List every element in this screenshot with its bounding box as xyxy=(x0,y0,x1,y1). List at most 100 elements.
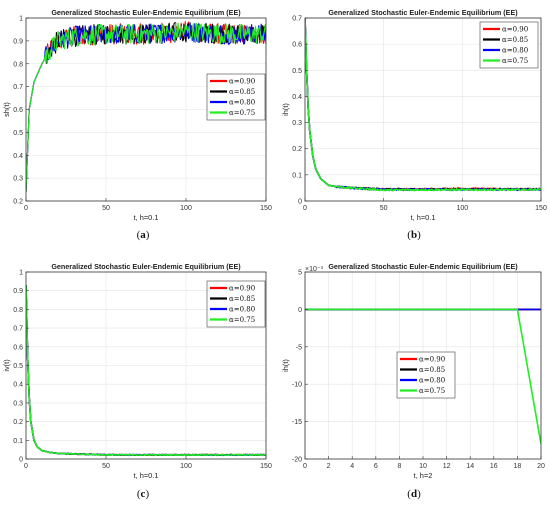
legend-label: α=0.90 xyxy=(229,78,255,86)
panel-caption: (c) xyxy=(137,488,150,500)
x-tick-label: 0 xyxy=(303,463,307,470)
y-tick-label: 0.8 xyxy=(13,61,23,68)
legend-label: α=0.75 xyxy=(419,387,445,395)
y-tick-label: 0.6 xyxy=(13,107,23,114)
y-tick-label: 1 xyxy=(19,270,23,277)
y-tick-label: 0.7 xyxy=(292,16,302,23)
chart-title: Generalized Stochastic Euler-Endemic Equ… xyxy=(51,262,241,271)
y-tick-label: 0.3 xyxy=(13,176,23,183)
y-tick-label: 0.4 xyxy=(13,153,23,160)
y-tick-label: 0.2 xyxy=(13,199,23,206)
y-tick-label: 0.4 xyxy=(13,382,23,389)
x-tick-label: 100 xyxy=(180,463,192,470)
y-scale-label: ×10⁻³ xyxy=(305,266,324,273)
y-tick-label: -20 xyxy=(292,457,302,464)
y-tick-label: 0.3 xyxy=(292,120,302,127)
x-tick-label: 100 xyxy=(180,205,192,212)
y-tick-label: -10 xyxy=(292,382,302,389)
x-axis-label: t, h=0.1 xyxy=(411,213,436,222)
x-tick-label: 150 xyxy=(260,205,272,212)
series-line-3 xyxy=(305,18,541,192)
x-tick-label: 50 xyxy=(380,205,388,212)
x-tick-label: 150 xyxy=(260,463,272,470)
y-tick-label: 0.8 xyxy=(13,307,23,314)
y-tick-label: 5 xyxy=(298,270,302,277)
legend-label: α=0.75 xyxy=(502,57,528,65)
y-tick-label: 0.6 xyxy=(292,42,302,49)
legend-label: α=0.90 xyxy=(229,285,255,293)
chart-panel-d: 0 2 4 6 8 10 12 14 16 18 20 -20 -15 -10 -5 0 5 Generalize… xyxy=(281,262,545,500)
y-tick-label: 0.7 xyxy=(13,84,23,91)
legend: α=0.90 α=0.85 α=0.80 α=0.75 xyxy=(396,351,456,399)
series-group xyxy=(305,18,541,192)
series-group xyxy=(26,21,266,192)
y-tick-label: 0.9 xyxy=(13,288,23,295)
series-line-3 xyxy=(26,22,266,192)
y-tick-label: 0.3 xyxy=(13,400,23,407)
x-tick-label: 14 xyxy=(466,463,474,470)
y-tick-label: 0 xyxy=(298,307,302,314)
y-tick-label: 0 xyxy=(19,457,23,464)
legend-label: α=0.80 xyxy=(229,306,255,314)
x-tick-label: 8 xyxy=(397,463,401,470)
legend: α=0.90 α=0.85 α=0.80 α=0.75 xyxy=(479,21,539,69)
y-tick-label: -15 xyxy=(292,419,302,426)
axes-frame xyxy=(304,17,542,202)
x-tick-label: 50 xyxy=(102,205,110,212)
panel-caption: (a) xyxy=(137,229,150,241)
y-tick-label: 0 xyxy=(298,199,302,206)
chart-panel-a: 0 50 100 150 0.2 0.3 0.4 0.5 0.6 0.7 0.8 0.9 1 Genera… xyxy=(2,8,272,241)
series-line-3 xyxy=(305,308,541,445)
legend-label: α=0.80 xyxy=(229,99,255,107)
x-tick-label: 50 xyxy=(102,463,110,470)
x-tick-label: 4 xyxy=(350,463,354,470)
legend-label: α=0.85 xyxy=(229,295,255,303)
y-axis-label: ih(t) xyxy=(281,359,290,372)
legend-label: α=0.85 xyxy=(419,366,445,374)
legend: α=0.90 α=0.85 α=0.80 α=0.75 xyxy=(206,280,266,328)
legend-label: α=0.90 xyxy=(502,26,528,34)
x-tick-label: 0 xyxy=(303,205,307,212)
legend-label: α=0.75 xyxy=(229,109,255,117)
y-tick-label: 0.5 xyxy=(13,363,23,370)
y-tick-label: 0.5 xyxy=(13,130,23,137)
x-tick-label: 150 xyxy=(535,205,547,212)
x-tick-label: 10 xyxy=(419,463,427,470)
chart-title: Generalized Stochastic Euler-Endemic Equ… xyxy=(328,262,518,271)
series-line-2 xyxy=(26,22,266,192)
y-tick-label: 0.9 xyxy=(13,38,23,45)
y-tick-label: 0.6 xyxy=(13,344,23,351)
series-group xyxy=(305,308,541,445)
x-tick-label: 2 xyxy=(327,463,331,470)
y-tick-label: 0.2 xyxy=(13,419,23,426)
y-tick-label: 0.1 xyxy=(292,172,302,179)
legend-label: α=0.85 xyxy=(229,88,255,96)
chart-panel-c: 0 50 100 150 0 0.1 0.2 0.3 0.4 0.5 0.6 0.7 0.8 0.9 1 Ge… xyxy=(2,262,272,500)
y-axis-label: iv(t) xyxy=(2,359,11,371)
y-tick-label: 0.1 xyxy=(13,438,23,445)
series-group xyxy=(26,285,266,457)
legend-label: α=0.85 xyxy=(502,36,528,44)
x-tick-label: 0 xyxy=(24,463,28,470)
x-tick-label: 16 xyxy=(490,463,498,470)
series-line-3 xyxy=(26,285,266,457)
y-tick-label: 0.4 xyxy=(292,94,302,101)
chart-title: Generalized Stochastic Euler-Endemic Equ… xyxy=(328,8,518,17)
legend-label: α=0.80 xyxy=(419,377,445,385)
chart-title: Generalized Stochastic Euler-Endemic Equ… xyxy=(51,8,241,17)
x-axis-label: t, h=0.1 xyxy=(134,471,159,480)
y-tick-label: 0.2 xyxy=(292,146,302,153)
panel-caption: (b) xyxy=(407,229,421,241)
x-tick-label: 100 xyxy=(456,205,468,212)
x-axis-label: t, h=2 xyxy=(414,471,433,480)
panel-caption: (d) xyxy=(407,488,421,500)
legend-label: α=0.90 xyxy=(419,356,445,364)
y-axis-label: ih(t) xyxy=(281,103,290,116)
x-tick-label: 0 xyxy=(24,205,28,212)
x-tick-label: 20 xyxy=(537,463,545,470)
legend: α=0.90 α=0.85 α=0.80 α=0.75 xyxy=(206,73,266,121)
y-tick-label: 0.7 xyxy=(13,326,23,333)
legend-label: α=0.75 xyxy=(229,316,255,324)
y-tick-label: 0.5 xyxy=(292,68,302,75)
